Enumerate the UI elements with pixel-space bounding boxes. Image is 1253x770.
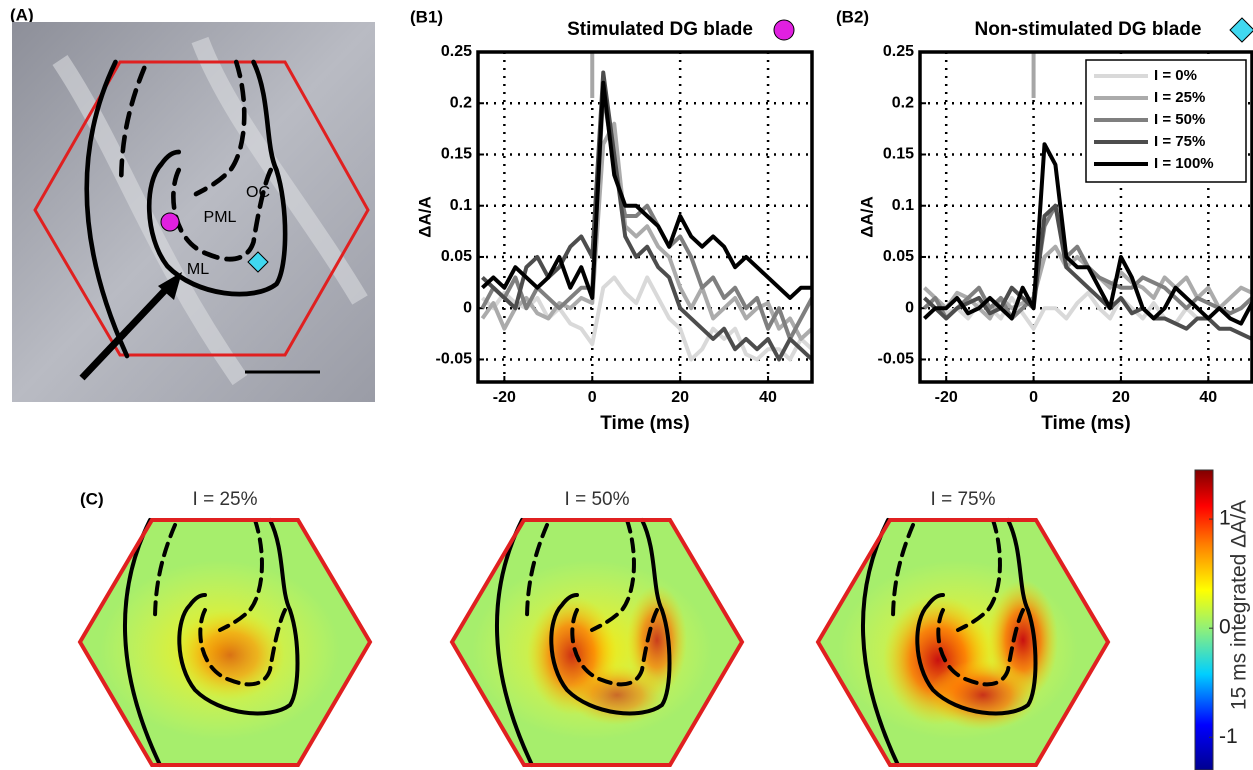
non-stimulated-marker xyxy=(1229,17,1253,43)
roi-hexagon xyxy=(33,60,370,357)
heatmap-title: I = 25% xyxy=(193,489,258,510)
colorbar-tick-label: -1 xyxy=(1219,725,1238,748)
plot-frame xyxy=(918,50,1253,384)
legend-label: I = 75% xyxy=(1154,133,1205,150)
panel-label: (A) xyxy=(10,5,34,24)
y-axis-label: ΔA/A xyxy=(857,196,876,238)
legend-label: I = 0% xyxy=(1154,67,1197,84)
legend-label: I = 100% xyxy=(1154,155,1214,172)
legend-label: I = 50% xyxy=(1154,111,1205,128)
series-line xyxy=(922,203,1252,341)
y-tick-label: 0.2 xyxy=(892,94,914,111)
y-tick-label: -0.05 xyxy=(878,351,915,368)
colorbar-label: 15 ms integrated ΔA/A xyxy=(1228,500,1251,710)
panel-c: (C) I = 25% I = 50% I = 75% xyxy=(77,489,1111,767)
colorbar-tick-label: 1 xyxy=(1219,507,1231,530)
y-tick-label: -0.05 xyxy=(436,351,473,368)
y-tick-label: 0.25 xyxy=(441,43,472,60)
y-tick-label: 0.15 xyxy=(441,146,472,163)
legend-label: I = 25% xyxy=(1154,89,1205,106)
plot-lines xyxy=(922,142,1252,341)
stimulated-marker xyxy=(160,212,180,232)
y-tick-label: 0.25 xyxy=(883,43,914,60)
heatmap xyxy=(77,518,373,767)
y-tick-label: 0.05 xyxy=(441,248,472,265)
y-tick-label: 0.1 xyxy=(892,197,914,214)
series-line xyxy=(922,142,1252,326)
series-line xyxy=(481,70,812,362)
x-axis-label: Time (ms) xyxy=(1041,413,1130,434)
y-tick-label: 0.2 xyxy=(450,94,472,111)
x-tick-label: 40 xyxy=(1199,389,1217,406)
x-tick-label: 0 xyxy=(588,389,597,406)
x-tick-label: -20 xyxy=(935,389,958,406)
series-line xyxy=(481,80,812,300)
plot-frame xyxy=(476,50,814,384)
annotation: ML xyxy=(187,261,209,278)
x-tick-label: 0 xyxy=(1029,389,1038,406)
colorbar xyxy=(1194,469,1214,770)
annotation: PML xyxy=(204,209,237,226)
arrow-head xyxy=(158,272,182,300)
heatmap xyxy=(449,518,745,767)
colorbar-tick-label: 0 xyxy=(1219,616,1231,639)
y-axis-label: ΔA/A xyxy=(415,196,434,238)
annotation: OC xyxy=(246,184,270,201)
panel-label: (B1) xyxy=(410,7,443,26)
y-tick-label: 0.1 xyxy=(450,197,472,214)
x-tick-label: 40 xyxy=(759,389,777,406)
heatmap-title: I = 50% xyxy=(565,489,630,510)
panel-label: (B2) xyxy=(836,7,869,26)
chart-title: Non-stimulated DG blade xyxy=(975,19,1202,40)
series-line xyxy=(481,275,812,362)
y-tick-label: 0.15 xyxy=(883,146,914,163)
chart-title: Stimulated DG blade xyxy=(567,19,753,40)
y-tick-label: 0.05 xyxy=(883,248,914,265)
plot-lines xyxy=(480,70,812,362)
stimulated-marker xyxy=(773,19,795,41)
panel-label: (C) xyxy=(80,489,104,508)
non-stimulated-marker xyxy=(247,251,269,273)
y-tick-label: 0 xyxy=(463,299,472,316)
series-line xyxy=(480,121,812,341)
heatmap xyxy=(815,518,1111,767)
y-tick-label: 0 xyxy=(905,299,914,316)
x-tick-label: -20 xyxy=(493,389,516,406)
x-tick-label: 20 xyxy=(671,389,689,406)
electrode-arrow xyxy=(79,282,173,381)
tissue-texture xyxy=(52,36,368,386)
heatmap-title: I = 75% xyxy=(931,489,996,510)
x-axis-label: Time (ms) xyxy=(600,413,689,434)
x-tick-label: 20 xyxy=(1112,389,1130,406)
panel-a: (A) OC PML ML xyxy=(10,5,375,402)
